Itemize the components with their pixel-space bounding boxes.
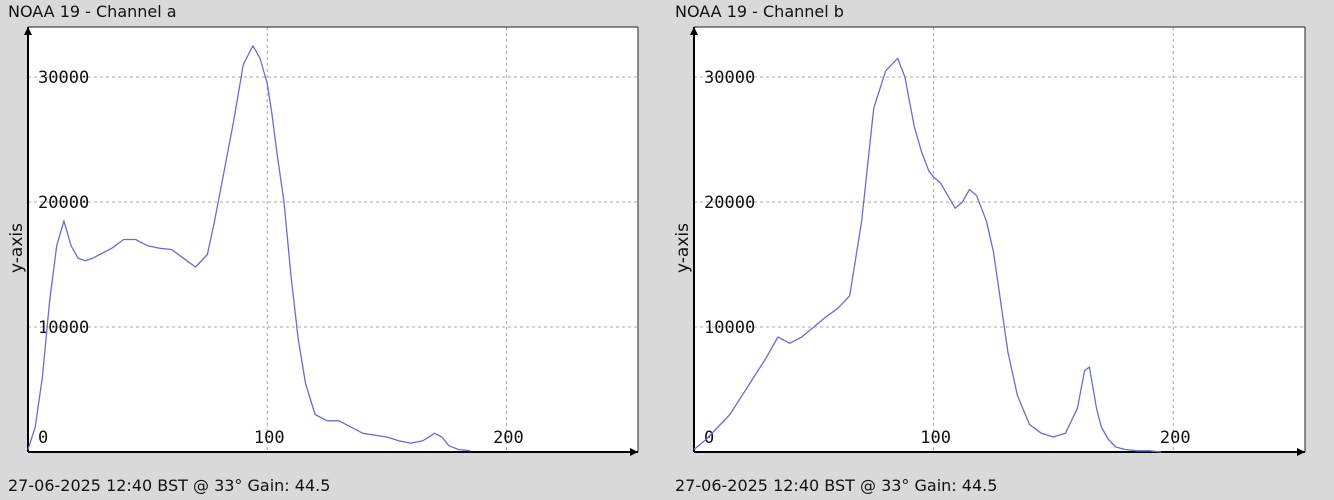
x-tick-label: 200	[493, 428, 524, 448]
x-tick-label: 0	[704, 428, 714, 448]
chart-a-plot: 0 100 200 10000 20000 30000 y-axis	[7, 26, 639, 456]
y-tick-label: 10000	[38, 318, 89, 338]
y-axis-label: y-axis	[673, 223, 693, 273]
y-axis-arrow	[24, 27, 32, 35]
plot-area	[694, 27, 1305, 452]
y-axis-arrow	[690, 27, 698, 35]
x-tick-label: 100	[254, 428, 285, 448]
y-tick-label: 10000	[704, 318, 755, 338]
chart-footer: 27-06-2025 12:40 BST @ 33° Gain: 44.5	[675, 476, 998, 495]
x-tick-label: 100	[920, 428, 951, 448]
x-tick-label: 200	[1160, 428, 1191, 448]
plot-area	[28, 27, 638, 452]
chart-title: NOAA 19 - Channel b	[675, 2, 844, 21]
x-axis-arrow	[630, 448, 638, 456]
y-tick-label: 30000	[38, 68, 89, 88]
y-tick-label: 30000	[704, 68, 755, 88]
x-axis-arrow	[1297, 448, 1305, 456]
y-axis-label: y-axis	[7, 223, 27, 273]
chart-footer: 27-06-2025 12:40 BST @ 33° Gain: 44.5	[8, 476, 331, 495]
chart-panel-a: NOAA 19 - Channel a 0 100 200 10000 20000 300…	[7, 2, 639, 495]
chart-title: NOAA 19 - Channel a	[8, 2, 177, 21]
chart-panel-b: NOAA 19 - Channel b 0 100 200 10000 20000 300…	[667, 0, 1334, 500]
series-line	[27, 45, 471, 452]
x-tick-label: 0	[38, 428, 48, 448]
series-line	[693, 57, 1162, 453]
chart-b-plot: 0 100 200 10000 20000 30000 y-axis	[673, 26, 1306, 456]
y-tick-label: 20000	[38, 193, 89, 213]
y-tick-label: 20000	[704, 193, 755, 213]
